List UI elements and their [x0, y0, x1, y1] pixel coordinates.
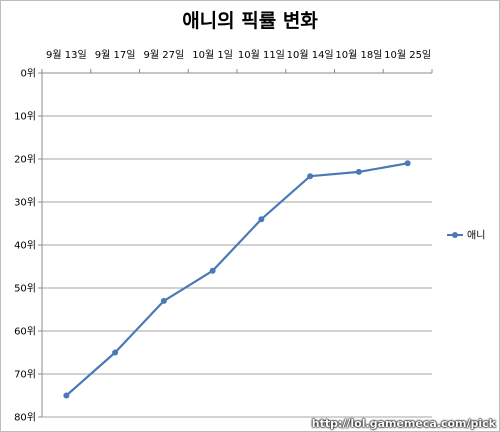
x-tick-label: 10월 25일: [384, 49, 431, 61]
data-point: [307, 173, 314, 180]
x-tick-label: 10월 18일: [335, 49, 382, 61]
x-tick-label: 9월 13일: [46, 49, 87, 61]
y-tick-label: 20위: [14, 153, 36, 166]
gridlines: [42, 115, 432, 418]
x-tick-label: 9월 17일: [95, 49, 136, 61]
data-point: [112, 349, 119, 356]
y-tick-label: 80위: [14, 411, 36, 424]
legend: 애니: [447, 230, 485, 242]
legend-label: 애니: [467, 230, 485, 242]
data-point: [404, 160, 411, 167]
data-point: [355, 168, 362, 175]
data-point: [160, 297, 167, 304]
data-point: [209, 267, 216, 274]
y-tick-label: 60위: [14, 325, 36, 338]
chart-title: 애니의 픽률 변화: [182, 10, 318, 32]
series-line: [65, 162, 408, 397]
y-tick-label: 40위: [14, 239, 36, 252]
data-point: [63, 392, 70, 399]
y-tick-label: 50위: [14, 282, 36, 295]
series-layer: [63, 160, 411, 399]
watermark: http://lol.gamemeca.com/pick: [311, 417, 496, 430]
y-tick-label: 0위: [20, 67, 36, 80]
y-tick-label: 70위: [14, 368, 36, 381]
y-tick-label: 10위: [14, 110, 36, 123]
x-tick-label: 10월 14일: [287, 49, 334, 61]
x-axis-tick-labels: 9월 13일 9월 17일 9월 27일 10월 1일 10월 11일 10월 14일 10…: [46, 49, 431, 61]
data-point: [258, 216, 265, 223]
y-tick-label: 30위: [14, 196, 36, 209]
x-tick-label: 10월 1일: [192, 49, 233, 61]
y-axis-tick-labels: 0위 10위 20위 30위 40위 50위 60위 70위 80위: [14, 67, 36, 424]
axes: [38, 69, 433, 418]
x-tick-label: 10월 11일: [238, 49, 285, 61]
legend-swatch-marker: [452, 232, 458, 238]
x-tick-label: 9월 27일: [144, 49, 185, 61]
